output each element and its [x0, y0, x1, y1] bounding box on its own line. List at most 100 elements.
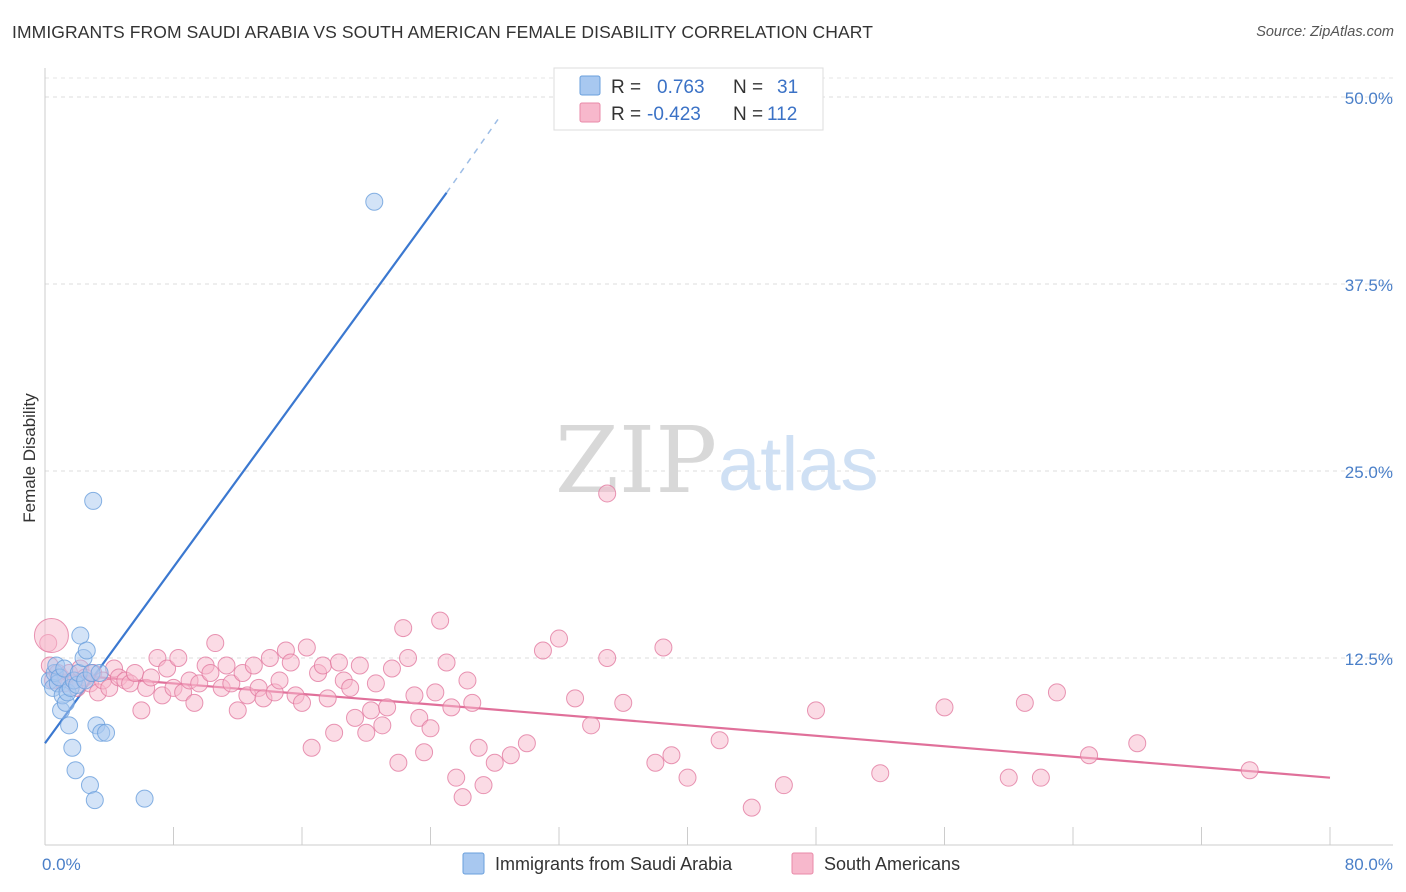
pink-point-91 — [566, 689, 585, 708]
pink-point-66 — [373, 716, 392, 735]
pink-point-26 — [158, 659, 177, 678]
watermark-zip: ZIP — [555, 407, 717, 514]
pink-point-67 — [378, 698, 397, 717]
legend-r-label-pink: R = — [611, 104, 641, 125]
pink-point-21 — [132, 701, 151, 720]
legend-box: R = 0.763 N = 31 R = -0.423 N = 112 — [553, 67, 824, 131]
pink-point-69 — [389, 753, 408, 772]
pink-point-37 — [217, 656, 236, 675]
trend-line-saudi-arabia — [44, 192, 448, 744]
pink-point-99 — [742, 798, 761, 817]
pink-point-74 — [415, 743, 434, 762]
chart-source: Source: ZipAtlas.com — [1256, 24, 1394, 40]
gridlines — [45, 77, 1393, 659]
pink-point-84 — [469, 738, 488, 757]
saudi-arabia-points — [40, 192, 384, 810]
pink-point-106 — [1031, 768, 1050, 787]
pink-point-52 — [297, 638, 316, 657]
pink-point-34 — [201, 663, 220, 682]
legend-n-label-blue: N = — [733, 77, 763, 98]
bottom-legend: Immigrants from Saudi Arabia South Ameri… — [462, 852, 960, 875]
pink-point-23 — [142, 668, 161, 687]
pink-point-112 — [1240, 761, 1259, 780]
pink-point-49 — [281, 653, 300, 672]
pink-point-85 — [474, 776, 493, 795]
pink-point-61 — [346, 708, 365, 727]
pink-point-65 — [366, 674, 385, 693]
pink-point-77 — [431, 611, 450, 630]
axes — [44, 68, 1393, 846]
pink-point-92 — [582, 716, 601, 735]
pink-point-70 — [394, 619, 413, 638]
legend-r-value-blue: 0.763 — [657, 77, 705, 98]
pink-point-86 — [485, 753, 504, 772]
blue-point-31 — [365, 192, 384, 211]
pink-point-96 — [662, 746, 681, 765]
pink-point-58 — [329, 653, 348, 672]
legend-r-value-pink: -0.423 — [647, 104, 701, 125]
pink-point-111 — [1128, 734, 1147, 753]
watermark: ZIP atlas — [555, 407, 879, 514]
pink-point-71 — [399, 649, 418, 667]
pink-point-104 — [999, 768, 1018, 787]
pink-point-102 — [871, 764, 890, 783]
pink-point-109 — [654, 638, 673, 657]
pink-point-72 — [405, 686, 424, 705]
south-americans-points — [33, 484, 1259, 817]
watermark-atlas: atlas — [718, 422, 879, 507]
blue-point-25 — [85, 791, 104, 810]
pink-point-100 — [774, 776, 793, 795]
bottom-legend-label-blue: Immigrants from Saudi Arabia — [495, 854, 733, 874]
pink-point-35 — [206, 634, 225, 653]
pink-point-63 — [357, 723, 376, 742]
pink-point-31 — [185, 693, 204, 712]
pink-point-78 — [437, 653, 456, 672]
pink-point-97 — [678, 768, 697, 787]
pink-point-95 — [646, 753, 665, 772]
pink-point-101 — [807, 701, 825, 720]
pink-point-79 — [442, 698, 461, 717]
legend-n-value-pink: 112 — [767, 104, 797, 125]
blue-point-22 — [80, 776, 99, 795]
pink-point-76 — [426, 683, 445, 702]
pink-point-82 — [458, 671, 477, 690]
pink-point-38 — [222, 674, 241, 693]
pink-point-107 — [1047, 683, 1066, 702]
bottom-legend-label-pink: South Americans — [824, 854, 960, 874]
pink-point-83 — [463, 693, 482, 712]
bottom-legend-swatch-blue — [462, 852, 485, 875]
y-axis-label: Female Disability — [20, 393, 39, 523]
pink-point-89 — [533, 641, 552, 660]
x-tick-label-max: 80.0% — [1345, 855, 1393, 874]
pink-point-75 — [421, 719, 440, 738]
pink-point-62 — [350, 656, 369, 675]
pink-point-60 — [341, 678, 360, 697]
legend-n-label-pink: N = — [733, 104, 763, 125]
pink-point-108 — [598, 484, 617, 503]
pink-point-93 — [598, 649, 617, 667]
pink-point-45 — [260, 649, 279, 667]
blue-point-13 — [63, 738, 82, 757]
chart-title: IMMIGRANTS FROM SAUDI ARABIA VS SOUTH AM… — [12, 22, 873, 42]
pink-point-94 — [614, 693, 633, 712]
y-tick-label-0: 12.5% — [1345, 650, 1393, 669]
pink-point-80 — [447, 768, 466, 787]
blue-point-18 — [71, 626, 90, 645]
pink-point-28 — [169, 649, 188, 667]
pink-point-47 — [270, 671, 289, 690]
legend-n-value-blue: 31 — [777, 77, 798, 98]
pink-point-73 — [410, 708, 429, 727]
pink-point-53 — [302, 738, 321, 757]
pink-point-81 — [453, 788, 472, 807]
legend-swatch-pink — [579, 102, 601, 123]
x-tick-label-min: 0.0% — [42, 855, 81, 874]
pink-point-57 — [325, 723, 344, 742]
blue-point-29 — [97, 723, 116, 742]
pink-point-113 — [33, 618, 69, 654]
pink-point-90 — [550, 629, 568, 648]
blue-point-24 — [84, 491, 103, 510]
blue-point-21 — [77, 641, 96, 660]
blue-point-11 — [60, 716, 79, 735]
pink-point-39 — [228, 701, 247, 720]
